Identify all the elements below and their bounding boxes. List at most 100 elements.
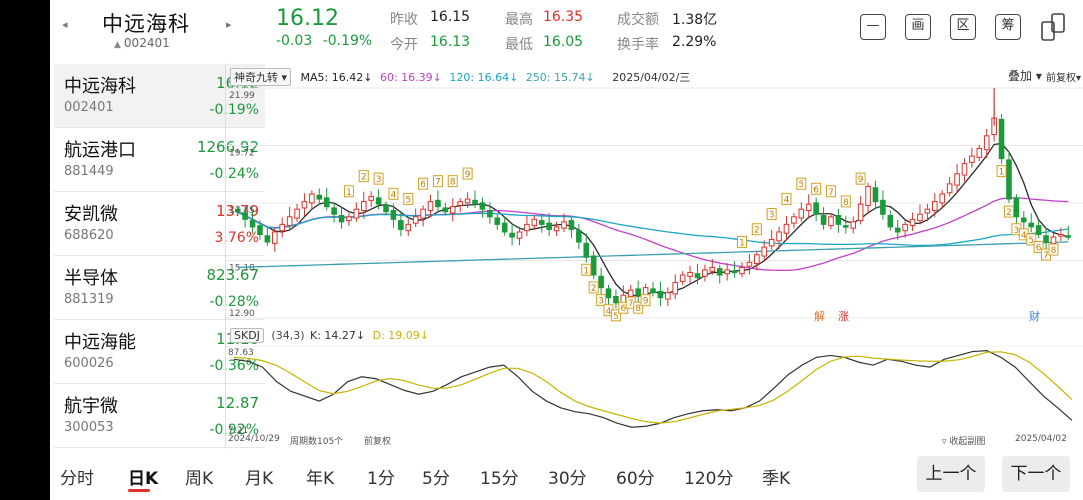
nine-turn-badge — [358, 170, 369, 183]
nine-turn-digit: 1 — [583, 266, 589, 276]
y-axis-label: 15.18 — [229, 264, 255, 274]
candle — [679, 274, 686, 282]
minimize-button[interactable]: — — [860, 14, 886, 40]
period-tab[interactable]: 周K — [185, 469, 214, 489]
candle — [665, 292, 671, 300]
candle — [1065, 235, 1072, 238]
period-tab[interactable]: 分时 — [60, 469, 94, 489]
chips-button[interactable]: 筹 — [995, 14, 1021, 40]
candle — [761, 246, 768, 257]
skdj-d-line — [233, 351, 1073, 424]
candle — [694, 273, 701, 279]
watchlist-item[interactable]: 中远海能60002611.18-0.36% — [54, 320, 265, 384]
next-stock-button[interactable]: 下一个 — [1002, 456, 1070, 492]
candle — [561, 221, 567, 229]
nine-turn-badge — [343, 185, 354, 198]
low-value: 16.05 — [543, 34, 584, 50]
candle — [850, 221, 857, 229]
prev-stock-arrow[interactable]: ◂ — [62, 18, 68, 31]
candle — [568, 220, 575, 230]
region-button[interactable]: 区 — [950, 14, 976, 40]
candle — [1050, 236, 1057, 244]
candle — [983, 135, 990, 151]
candle — [279, 223, 286, 232]
period-tab[interactable]: 月K — [245, 469, 274, 489]
next-stock-arrow[interactable]: ▸ — [226, 18, 232, 31]
draw-button[interactable]: 画 — [905, 14, 931, 40]
watchlist-sidebar: 中远海科00240116.12-0.19%航运港口8814491266.92-0… — [54, 64, 265, 450]
candle — [442, 207, 449, 213]
rotate-screen-icon[interactable] — [1040, 12, 1068, 42]
nine-turn-digit: 6 — [813, 185, 819, 195]
nine-turn-digit: 1 — [739, 238, 745, 248]
candle — [650, 288, 656, 294]
nine-turn-digit: 1 — [999, 168, 1005, 178]
candle — [791, 216, 797, 224]
candle — [924, 208, 931, 214]
candle — [1020, 217, 1027, 223]
candle — [390, 209, 397, 220]
prev-stock-button[interactable]: 上一个 — [917, 456, 985, 492]
nine-turn-digit: 8 — [1051, 246, 1057, 256]
period-tab[interactable]: 1分 — [367, 469, 395, 489]
nine-turn-digit: 8 — [635, 304, 641, 314]
candle — [932, 201, 938, 211]
candle — [1006, 159, 1012, 200]
period-tab[interactable]: 日K — [128, 469, 159, 489]
event-marker[interactable]: 财 — [1029, 309, 1040, 323]
adjust-selector[interactable]: 前复权▾ — [1046, 73, 1082, 84]
candle — [590, 255, 597, 276]
watchlist-name: 中远海能 — [64, 332, 136, 353]
collapse-subchart[interactable]: ▿ 收起副图 — [942, 437, 986, 447]
candle — [1028, 222, 1035, 228]
nine-turn-digit: 6 — [420, 180, 426, 190]
watchlist-item[interactable]: 航运港口 881449 1266.92 -0.24% — [54, 128, 265, 192]
nine-turn-digit: 2 — [591, 284, 597, 294]
watchlist-code: 881449 — [64, 164, 114, 179]
nine-turn-digit: 4 — [606, 307, 612, 317]
candle — [635, 288, 641, 296]
nine-turn-digit: 5 — [613, 312, 619, 322]
turnover-value: 2.29% — [672, 34, 717, 50]
skdj-legend: SKDJ (34,3) K: 14.27↓ D: 19.09↓ — [230, 328, 429, 343]
nine-turn-badge — [610, 309, 621, 322]
skdj-max-label: 87.63 — [228, 348, 254, 358]
watchlist-item[interactable]: 半导体 881319 823.67 -0.28% — [54, 256, 265, 320]
overlay-button[interactable]: 叠加 ▾ — [1008, 69, 1042, 83]
nine-turn-badge — [781, 192, 792, 205]
event-marker[interactable]: 涨 — [838, 310, 849, 323]
stock-name: 中远海科 — [102, 12, 190, 36]
candle — [887, 215, 894, 228]
candle — [1013, 197, 1020, 218]
period-tab[interactable]: 60分 — [616, 469, 655, 489]
watchlist-item[interactable]: 航宇微 300053 12.87 -0.92% — [54, 384, 265, 448]
watchlist-price: 12.87 — [216, 394, 259, 412]
period-tab[interactable]: 年K — [306, 469, 335, 489]
candle — [531, 218, 538, 227]
skdj-selector[interactable]: SKDJ — [230, 328, 264, 343]
start-date: 2024/10/29 — [228, 434, 280, 444]
period-tab[interactable]: 15分 — [480, 469, 519, 489]
watchlist-pct: -0.24% — [209, 166, 259, 182]
nine-turn-digit: 1 — [346, 188, 352, 198]
skdj-plot[interactable]: 87.63 7.21 — [226, 346, 1083, 434]
nine-turn-badge — [588, 281, 599, 294]
candle — [524, 223, 530, 232]
period-tab[interactable]: 30分 — [548, 469, 587, 489]
period-tab[interactable]: 5分 — [422, 469, 450, 489]
period-tab[interactable]: 120分 — [684, 469, 734, 489]
nine-turn-selector[interactable]: 神奇九转 ▾ — [230, 68, 292, 86]
nine-turn-digit: 2 — [1006, 208, 1012, 218]
nine-turn-badge — [766, 208, 777, 221]
skdj-params: (34,3) — [271, 329, 305, 342]
nine-turn-badge — [432, 175, 443, 188]
candle — [546, 222, 552, 230]
nine-turn-digit: 9 — [858, 175, 864, 185]
ma120-value: 120: 16.64↓ — [449, 71, 519, 84]
skdj-min-label: 7.21 — [228, 426, 248, 434]
period-tab[interactable]: 季K — [762, 469, 791, 489]
open-value: 16.13 — [430, 34, 471, 50]
event-marker[interactable]: 解 — [814, 309, 825, 323]
watchlist-code: 600026 — [64, 356, 114, 371]
